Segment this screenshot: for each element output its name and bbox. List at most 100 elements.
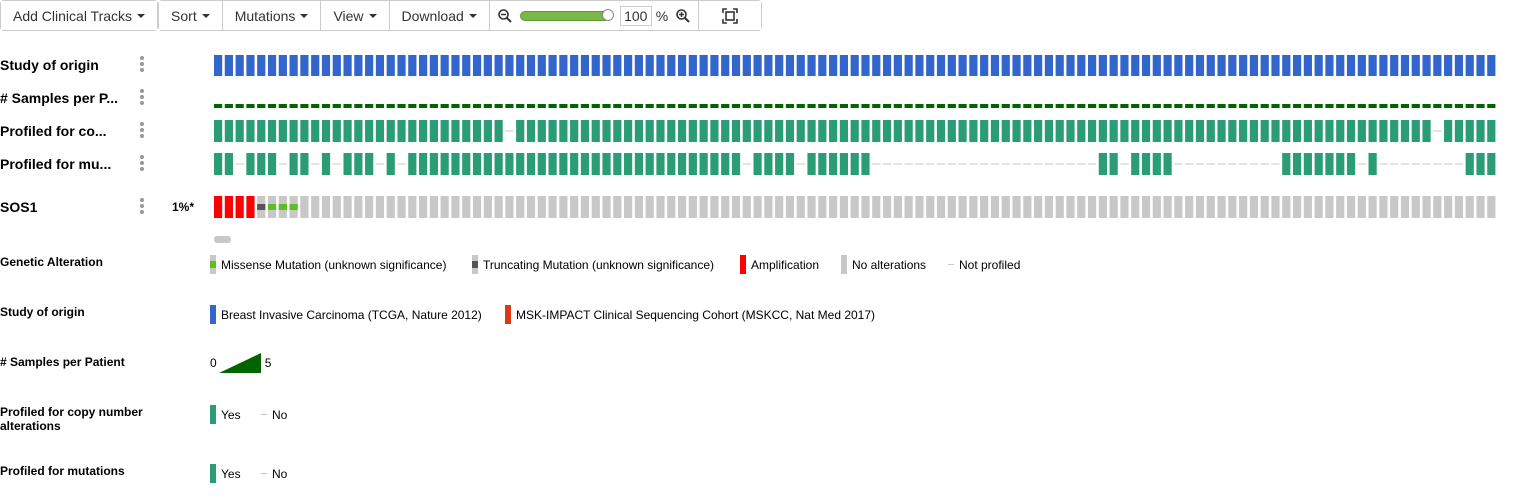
missense-mutation-mark	[267, 204, 277, 210]
samples-per-patient-cell	[1422, 104, 1431, 108]
samples-per-patient-cell	[537, 104, 546, 108]
mut-not-profiled-cell	[1400, 163, 1410, 165]
samples-per-patient-cell	[872, 104, 881, 108]
no-alteration-cell	[947, 196, 956, 218]
oncoprint-toolbar: Add Clinical Tracks Sort Mutations View …	[0, 0, 763, 32]
not-profiled-swatch	[948, 264, 954, 265]
no-alteration-cell	[1303, 196, 1312, 218]
mut-profiled-cell	[440, 153, 449, 175]
no-alteration-cell	[570, 196, 579, 218]
no-alteration-cell	[516, 196, 525, 218]
study-of-origin-cell	[516, 55, 525, 76]
no-alteration-cell	[645, 196, 654, 218]
cna-profiled-cell	[1411, 120, 1420, 142]
track-menu-samples-per-patient[interactable]	[140, 89, 144, 107]
view-button[interactable]: View	[321, 1, 390, 30]
no-alteration-cell	[775, 196, 784, 218]
samples-per-patient-cell	[1346, 104, 1356, 108]
track-menu-study-of-origin[interactable]	[140, 56, 144, 74]
mut-profiled-cell	[548, 153, 557, 175]
samples-per-patient-cell	[753, 104, 762, 108]
caret-down-icon	[201, 13, 210, 18]
cna-profiled-cell	[731, 120, 741, 142]
no-alteration-cell	[1390, 196, 1399, 218]
no-alteration-cell	[1098, 196, 1107, 218]
study-of-origin-cell	[408, 55, 417, 76]
samples-per-patient-cell	[677, 104, 687, 108]
samples-per-patient-cell	[1390, 104, 1399, 108]
samples-per-patient-cell	[764, 104, 773, 108]
samples-per-patient-cell	[451, 104, 460, 108]
samples-per-patient-cell	[1314, 104, 1323, 108]
no-alteration-cell	[494, 196, 503, 218]
toolbar-group-controls: Sort Mutations View Download 100 %	[158, 0, 763, 31]
zoom-to-fit-button[interactable]	[699, 1, 762, 30]
cna-profiled-cell	[1120, 120, 1129, 142]
study-of-origin-cell	[893, 55, 902, 76]
zoom-slider-handle[interactable]	[601, 8, 614, 21]
cna-profiled-cell	[882, 120, 892, 142]
study-of-origin-cell	[1422, 55, 1431, 76]
no-alteration-cell	[872, 196, 881, 218]
mut-not-profiled-cell	[990, 163, 1000, 165]
no-alteration-cell	[667, 196, 676, 218]
study-of-origin-cell	[624, 55, 633, 76]
no-alteration-cell	[893, 196, 902, 218]
study-of-origin-cell	[818, 55, 827, 76]
cna-profiled-cell	[969, 120, 978, 142]
samples-per-patient-cell	[1077, 104, 1086, 108]
add-clinical-tracks-button[interactable]: Add Clinical Tracks	[1, 1, 158, 30]
cna-profiled-cell	[311, 120, 320, 142]
samples-per-patient-cell	[1109, 104, 1118, 108]
mut-not-profiled-cell	[278, 163, 287, 165]
samples-per-patient-cell	[602, 104, 611, 108]
caret-down-icon	[368, 13, 377, 18]
study-of-origin-cell	[224, 55, 233, 76]
mut-not-profiled-cell	[796, 163, 805, 165]
track-menu-profiled-mutations[interactable]	[140, 155, 144, 173]
track-menu-profiled-cna[interactable]	[140, 122, 144, 140]
no-alteration-cell	[462, 196, 471, 218]
cna-profiled-cell	[742, 120, 751, 142]
no-alteration-cell	[1066, 196, 1075, 218]
samples-per-patient-cell	[990, 104, 1000, 108]
mut-profiled-cell	[419, 153, 428, 175]
mut-profiled-cell	[214, 153, 223, 175]
samples-per-patient-cell	[807, 104, 816, 108]
download-button[interactable]: Download	[389, 1, 490, 30]
cna-profiled-cell	[1034, 120, 1043, 142]
oncoprint-grid	[214, 55, 1496, 243]
amplification-cell	[235, 196, 244, 218]
mutations-button[interactable]: Mutations	[222, 1, 322, 30]
zoom-input[interactable]: 100	[619, 5, 652, 26]
samples-per-patient-cell	[1163, 104, 1172, 108]
study-of-origin-cell	[1120, 55, 1129, 76]
no-alteration-cell	[1044, 196, 1054, 218]
mut-not-profiled-cell	[311, 163, 320, 165]
cna-profiled-cell	[753, 120, 762, 142]
samples-per-patient-cell	[785, 104, 795, 108]
cna-profiled-cell	[278, 120, 287, 142]
oncoprint-scrollbar[interactable]	[214, 236, 231, 243]
samples-per-patient-cell	[613, 104, 622, 108]
no-alteration-cell	[1336, 196, 1345, 218]
mut-profiled-cell	[300, 153, 309, 175]
mut-not-profiled-cell	[1174, 163, 1183, 165]
no-alteration-cell	[1400, 196, 1410, 218]
zoom-in-icon[interactable]	[676, 8, 690, 23]
zoom-out-icon[interactable]	[497, 8, 512, 23]
missense-mutation-mark	[278, 204, 287, 210]
mut-profiled-cell	[1303, 153, 1312, 175]
cna-profiled-cell	[1465, 120, 1474, 142]
sort-button[interactable]: Sort	[159, 1, 223, 30]
samples-per-patient-cell	[472, 104, 482, 108]
zoom-slider[interactable]	[519, 8, 614, 21]
mut-not-profiled-cell	[235, 163, 244, 165]
track-menu-gene[interactable]	[140, 198, 144, 216]
mut-not-profiled-cell	[1185, 163, 1194, 165]
samples-per-patient-cell	[882, 104, 892, 108]
samples-per-patient-cell	[850, 104, 859, 108]
no-alteration-cell	[451, 196, 460, 218]
mut-profiled-cell	[591, 153, 600, 175]
cna-profiled-cell	[667, 120, 676, 142]
